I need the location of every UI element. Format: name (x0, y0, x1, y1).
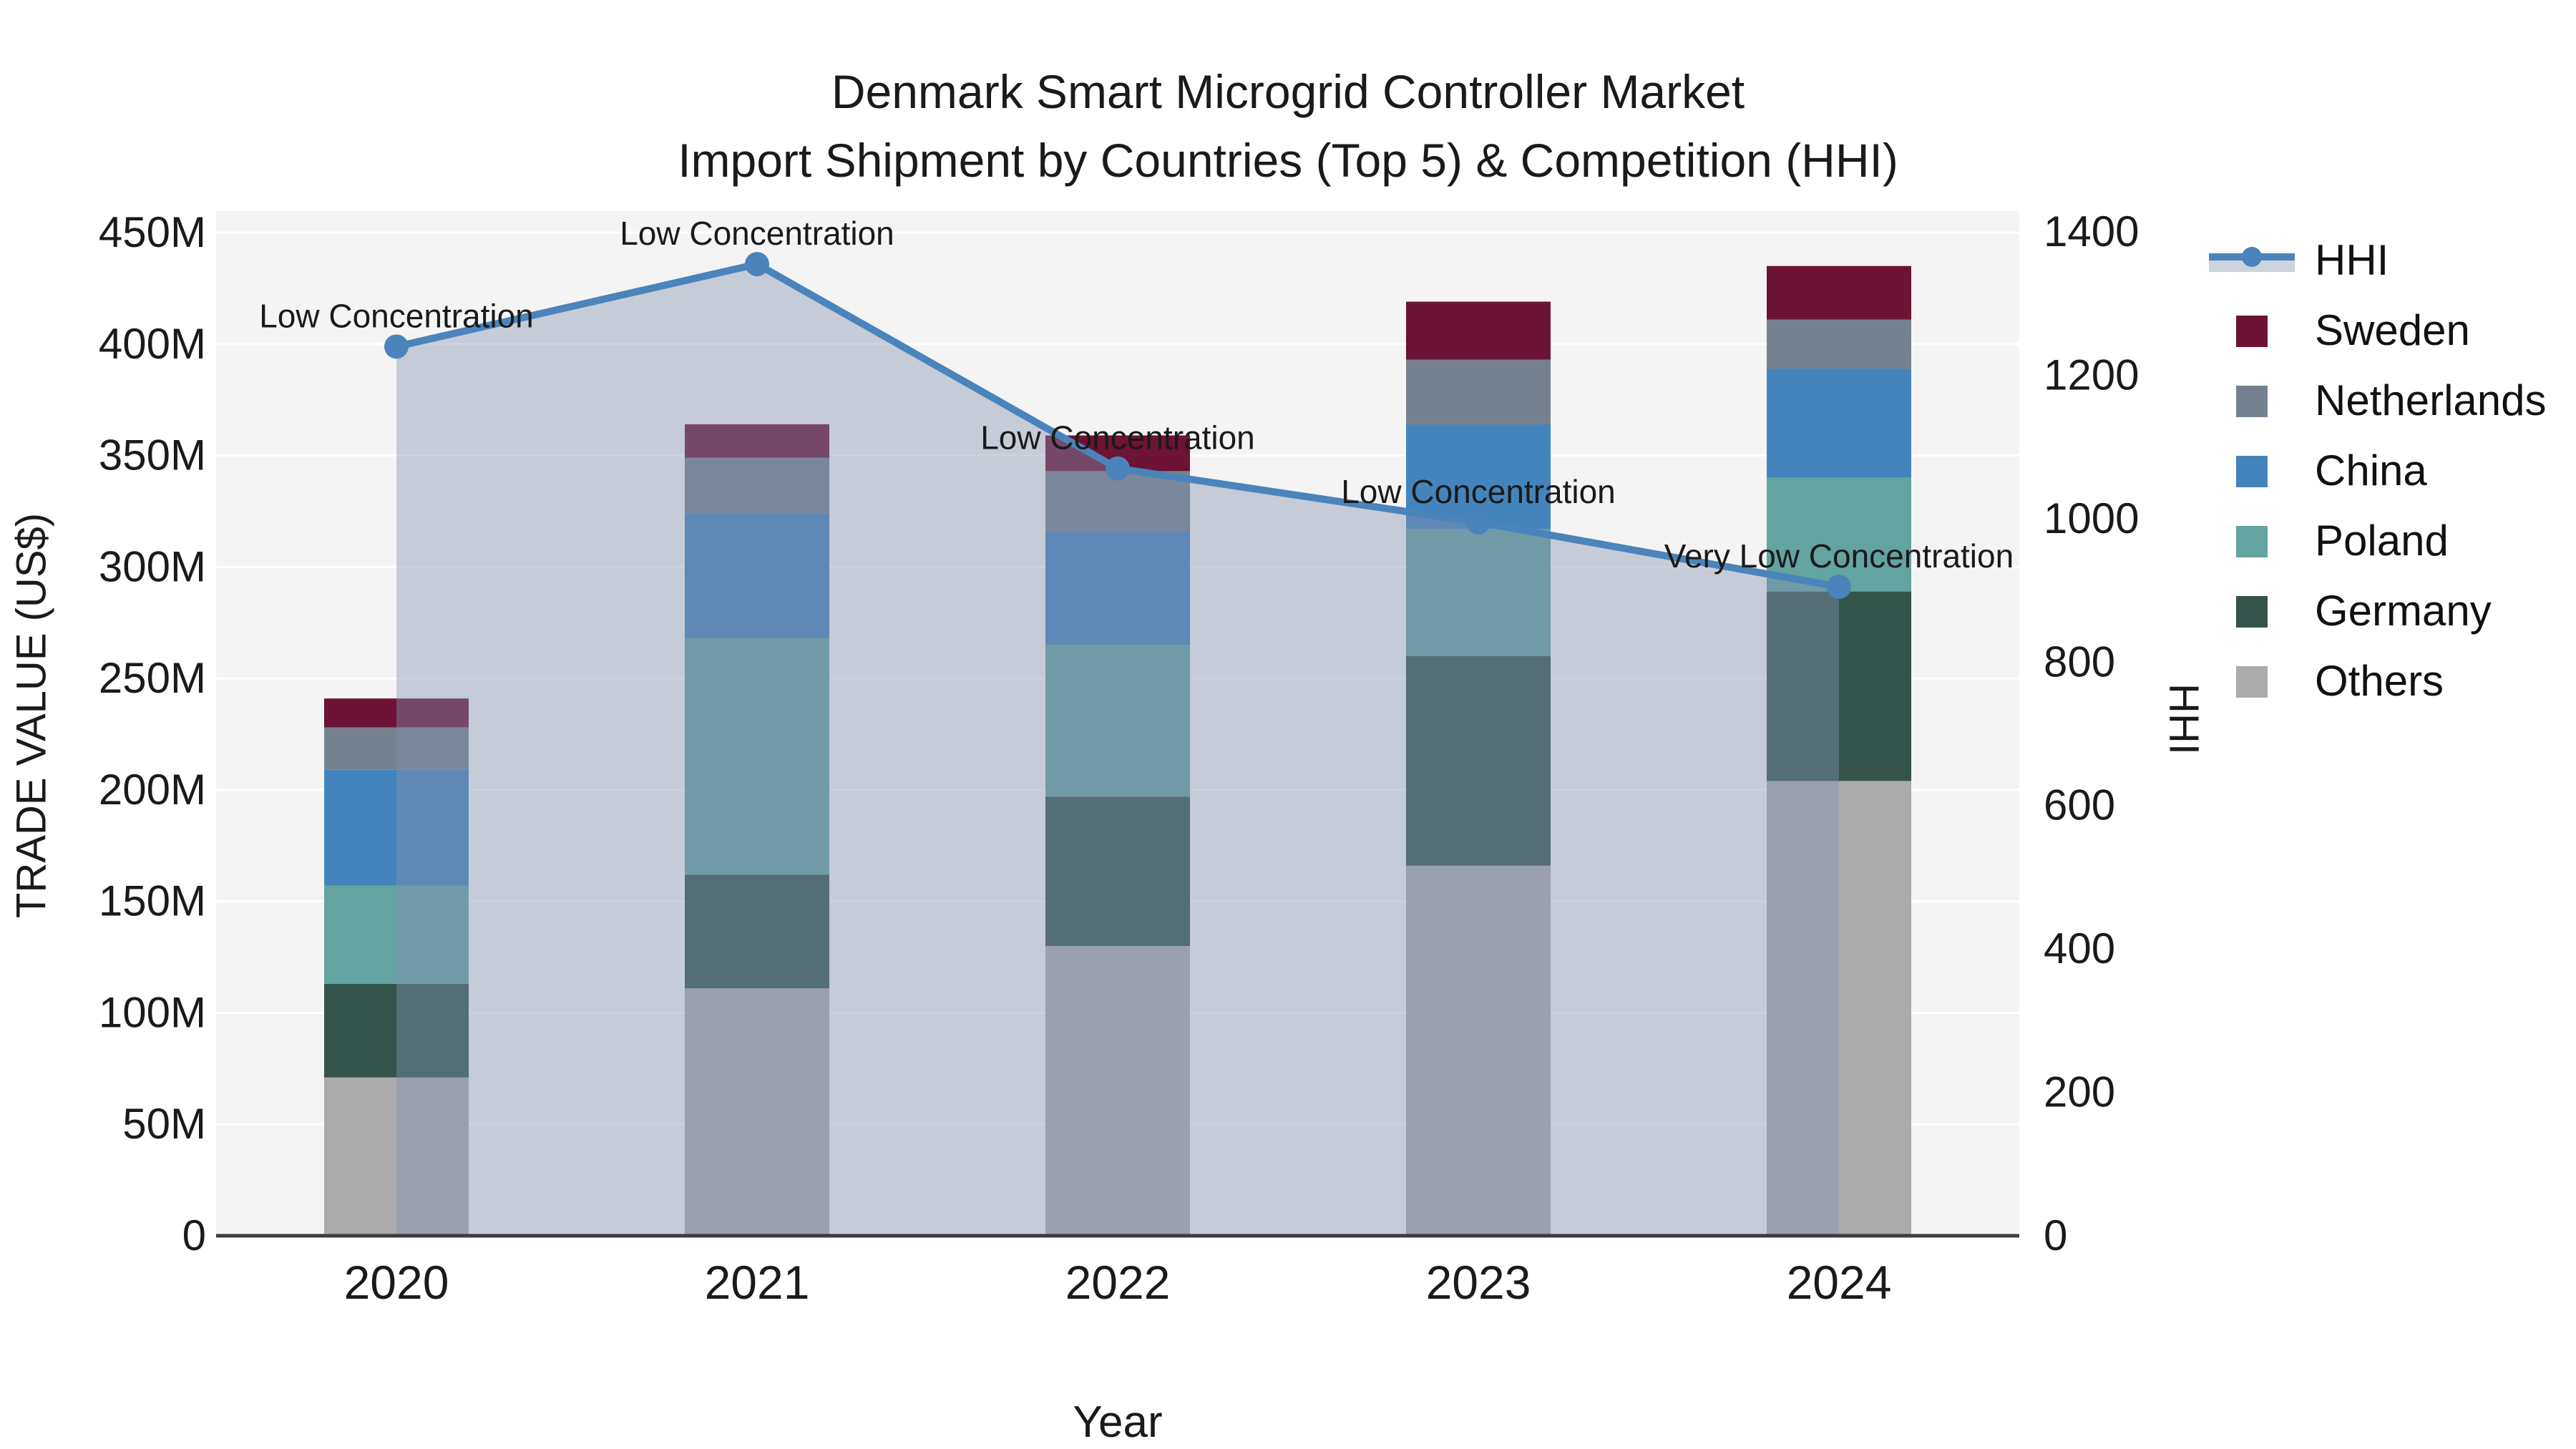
legend-line-swatch-icon (2209, 239, 2315, 280)
y-left-tick-400M: 400M (99, 320, 206, 368)
legend-line-part (2242, 247, 2262, 267)
y-right-tick-600: 600 (2044, 781, 2115, 829)
bar-segment-poland-2020 (324, 885, 469, 984)
bar-segment-sweden-2023 (1406, 301, 1551, 360)
y-right-tick-800: 800 (2044, 638, 2115, 686)
annotation-2022: Low Concentration (980, 419, 1255, 457)
bar-segment-poland-2022 (1045, 645, 1190, 797)
hhi-marker-2022 (1106, 456, 1130, 481)
bar-segment-sweden-2024 (1767, 265, 1911, 320)
bar-segment-china-2022 (1045, 531, 1190, 645)
chart-title-line-1: Denmark Smart Microgrid Controller Marke… (831, 65, 1745, 118)
bar-segment-poland-2021 (685, 638, 829, 875)
y-right-tick-400: 400 (2044, 924, 2115, 972)
legend-label-sweden: Sweden (2315, 306, 2470, 354)
legend-color-swatch-icon (2209, 660, 2315, 701)
legend-label-hhi: HHI (2315, 235, 2389, 284)
legend-item-china: China (2209, 447, 2547, 494)
x-tick-2020: 2020 (344, 1256, 449, 1309)
bar-segment-others-2024 (1767, 781, 1911, 1236)
legend-color-swatch-icon (2209, 449, 2315, 491)
hhi-marker-2021 (745, 252, 769, 277)
bar-segment-germany-2022 (1045, 796, 1190, 946)
y-left-tick-200M: 200M (99, 766, 206, 814)
bar-segment-poland-2024 (1767, 477, 1911, 592)
legend-color-swatch-icon (2209, 519, 2315, 561)
legend-box-germany (2236, 596, 2268, 628)
legend-label-china: China (2315, 446, 2427, 494)
bar-segment-china-2024 (1767, 369, 1911, 478)
legend-label-netherlands: Netherlands (2315, 376, 2547, 424)
y-right-tick-200: 200 (2044, 1068, 2115, 1116)
bar-segment-others-2020 (324, 1077, 469, 1236)
y-left-tick-150M: 150M (99, 877, 206, 925)
bar-segment-poland-2023 (1406, 529, 1551, 656)
bar-segment-netherlands-2020 (324, 727, 469, 770)
bar-segment-china-2021 (685, 513, 829, 639)
y-left-tick-450M: 450M (99, 208, 206, 256)
annotation-2020: Low Concentration (259, 297, 534, 334)
legend-box-china (2236, 456, 2268, 487)
legend-label-others: Others (2315, 656, 2444, 705)
x-tick-2024: 2024 (1787, 1256, 1892, 1309)
y-right-tick-0: 0 (2044, 1211, 2067, 1259)
y-left-tick-100M: 100M (99, 988, 206, 1036)
y-left-tick-350M: 350M (99, 431, 206, 479)
legend: HHI Sweden Netherlands China Poland Germany Ot… (2209, 236, 2547, 705)
legend-line-sample (2209, 245, 2295, 275)
bar-segment-netherlands-2024 (1767, 319, 1911, 369)
y-left-tick-250M: 250M (99, 654, 206, 702)
legend-box-others (2236, 666, 2268, 698)
y-left-tick-50M: 50M (122, 1100, 206, 1148)
legend-item-netherlands: Netherlands (2209, 376, 2547, 424)
hhi-marker-2020 (384, 334, 409, 359)
bar-segment-netherlands-2021 (685, 457, 829, 514)
x-tick-2022: 2022 (1065, 1256, 1171, 1309)
legend-label-poland: Poland (2315, 516, 2449, 565)
annotation-2021: Low Concentration (620, 215, 894, 252)
legend-item-hhi: HHI (2209, 236, 2547, 284)
bar-segment-others-2023 (1406, 865, 1551, 1236)
legend-box-sweden (2236, 316, 2268, 347)
legend-item-poland: Poland (2209, 517, 2547, 565)
y-right-tick-1200: 1200 (2044, 351, 2139, 399)
x-axis-title: Year (1073, 1397, 1163, 1447)
bar-segment-china-2020 (324, 769, 469, 886)
x-tick-2023: 2023 (1426, 1256, 1531, 1309)
legend-item-germany: Germany (2209, 587, 2547, 635)
hhi-marker-2024 (1827, 575, 1851, 600)
bar-segment-germany-2023 (1406, 655, 1551, 866)
annotation-2024: Very Low Concentration (1664, 537, 2014, 575)
legend-color-swatch-icon (2209, 590, 2315, 631)
y-left-tick-300M: 300M (99, 542, 206, 590)
legend-box-poland (2236, 526, 2268, 557)
bar-segment-germany-2021 (685, 874, 829, 989)
bar-segment-germany-2020 (324, 983, 469, 1078)
bar-segment-netherlands-2023 (1406, 359, 1551, 424)
legend-color-swatch-icon (2209, 379, 2315, 421)
chart-title-line-2: Import Shipment by Countries (Top 5) & C… (678, 134, 1898, 187)
x-tick-2021: 2021 (705, 1256, 810, 1309)
hhi-area-fill (396, 264, 1839, 1236)
bar-segment-netherlands-2022 (1045, 471, 1190, 532)
y-left-tick-0: 0 (182, 1211, 206, 1259)
y-right-tick-1000: 1000 (2044, 494, 2139, 542)
legend-color-swatch-icon (2209, 309, 2315, 351)
bar-segment-others-2021 (685, 988, 829, 1236)
bar-segment-sweden-2020 (324, 698, 469, 728)
bar-segment-germany-2024 (1767, 591, 1911, 781)
bar-segment-others-2022 (1045, 945, 1190, 1236)
bar-segment-sweden-2021 (685, 424, 829, 458)
y-right-tick-1400: 1400 (2044, 208, 2139, 255)
annotation-2023: Low Concentration (1341, 473, 1616, 510)
legend-item-sweden: Sweden (2209, 306, 2547, 354)
hhi-marker-2023 (1466, 509, 1491, 535)
legend-label-germany: Germany (2315, 586, 2492, 635)
legend-item-others: Others (2209, 657, 2547, 705)
legend-box-netherlands (2236, 386, 2268, 417)
